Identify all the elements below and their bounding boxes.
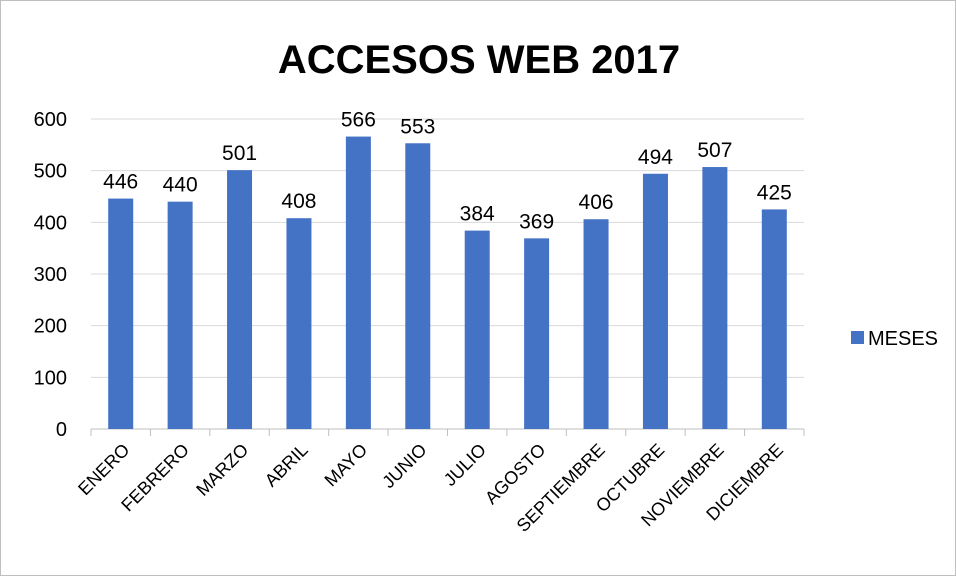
x-tick-label: MAYO [321, 440, 372, 491]
data-label: 425 [757, 181, 792, 204]
data-labels: 446 440 501 408 566 553 384 369 406 494 507 425 [103, 109, 792, 234]
data-label: 369 [519, 210, 554, 233]
gridlines [91, 118, 804, 378]
data-label: 406 [579, 191, 614, 214]
data-label: 384 [460, 203, 495, 226]
bar [524, 238, 550, 429]
legend-label: MESES [868, 328, 938, 350]
data-label: 446 [103, 171, 138, 194]
bar [464, 230, 490, 429]
x-tick-label: ENERO [74, 440, 133, 499]
data-label: 440 [163, 174, 198, 197]
y-tick-label: 300 [34, 264, 67, 286]
bar [108, 198, 134, 429]
data-label: 408 [281, 190, 316, 213]
bar [286, 218, 312, 429]
axes: 0 100 200 300 400 500 600 [34, 109, 805, 441]
chart-title: ACCESOS WEB 2017 [278, 38, 680, 82]
bar [405, 143, 431, 430]
bar [167, 201, 193, 429]
bar [227, 170, 253, 429]
data-label: 566 [341, 109, 376, 132]
y-tick-label: 100 [34, 367, 67, 389]
x-tick-label: JUNIO [378, 440, 430, 492]
x-tick-label: JULIO [440, 440, 490, 490]
bar [702, 167, 728, 430]
legend: MESES [851, 328, 938, 350]
data-label: 507 [697, 139, 732, 162]
y-tick-label: 0 [56, 419, 67, 441]
bar [345, 136, 371, 430]
bar [583, 219, 609, 429]
x-tick-label: MARZO [192, 440, 252, 500]
bar [761, 209, 787, 429]
x-tick-label: ABRIL [261, 440, 312, 491]
y-tick-label: 600 [34, 109, 67, 131]
data-label: 494 [638, 146, 673, 169]
data-label: 501 [222, 142, 257, 165]
y-tick-label: 500 [34, 161, 67, 183]
bars [108, 136, 787, 430]
y-tick-label: 400 [34, 212, 67, 234]
bar [642, 173, 668, 429]
data-label: 553 [400, 115, 435, 138]
y-tick-label: 200 [34, 316, 67, 338]
legend-swatch [851, 331, 864, 344]
